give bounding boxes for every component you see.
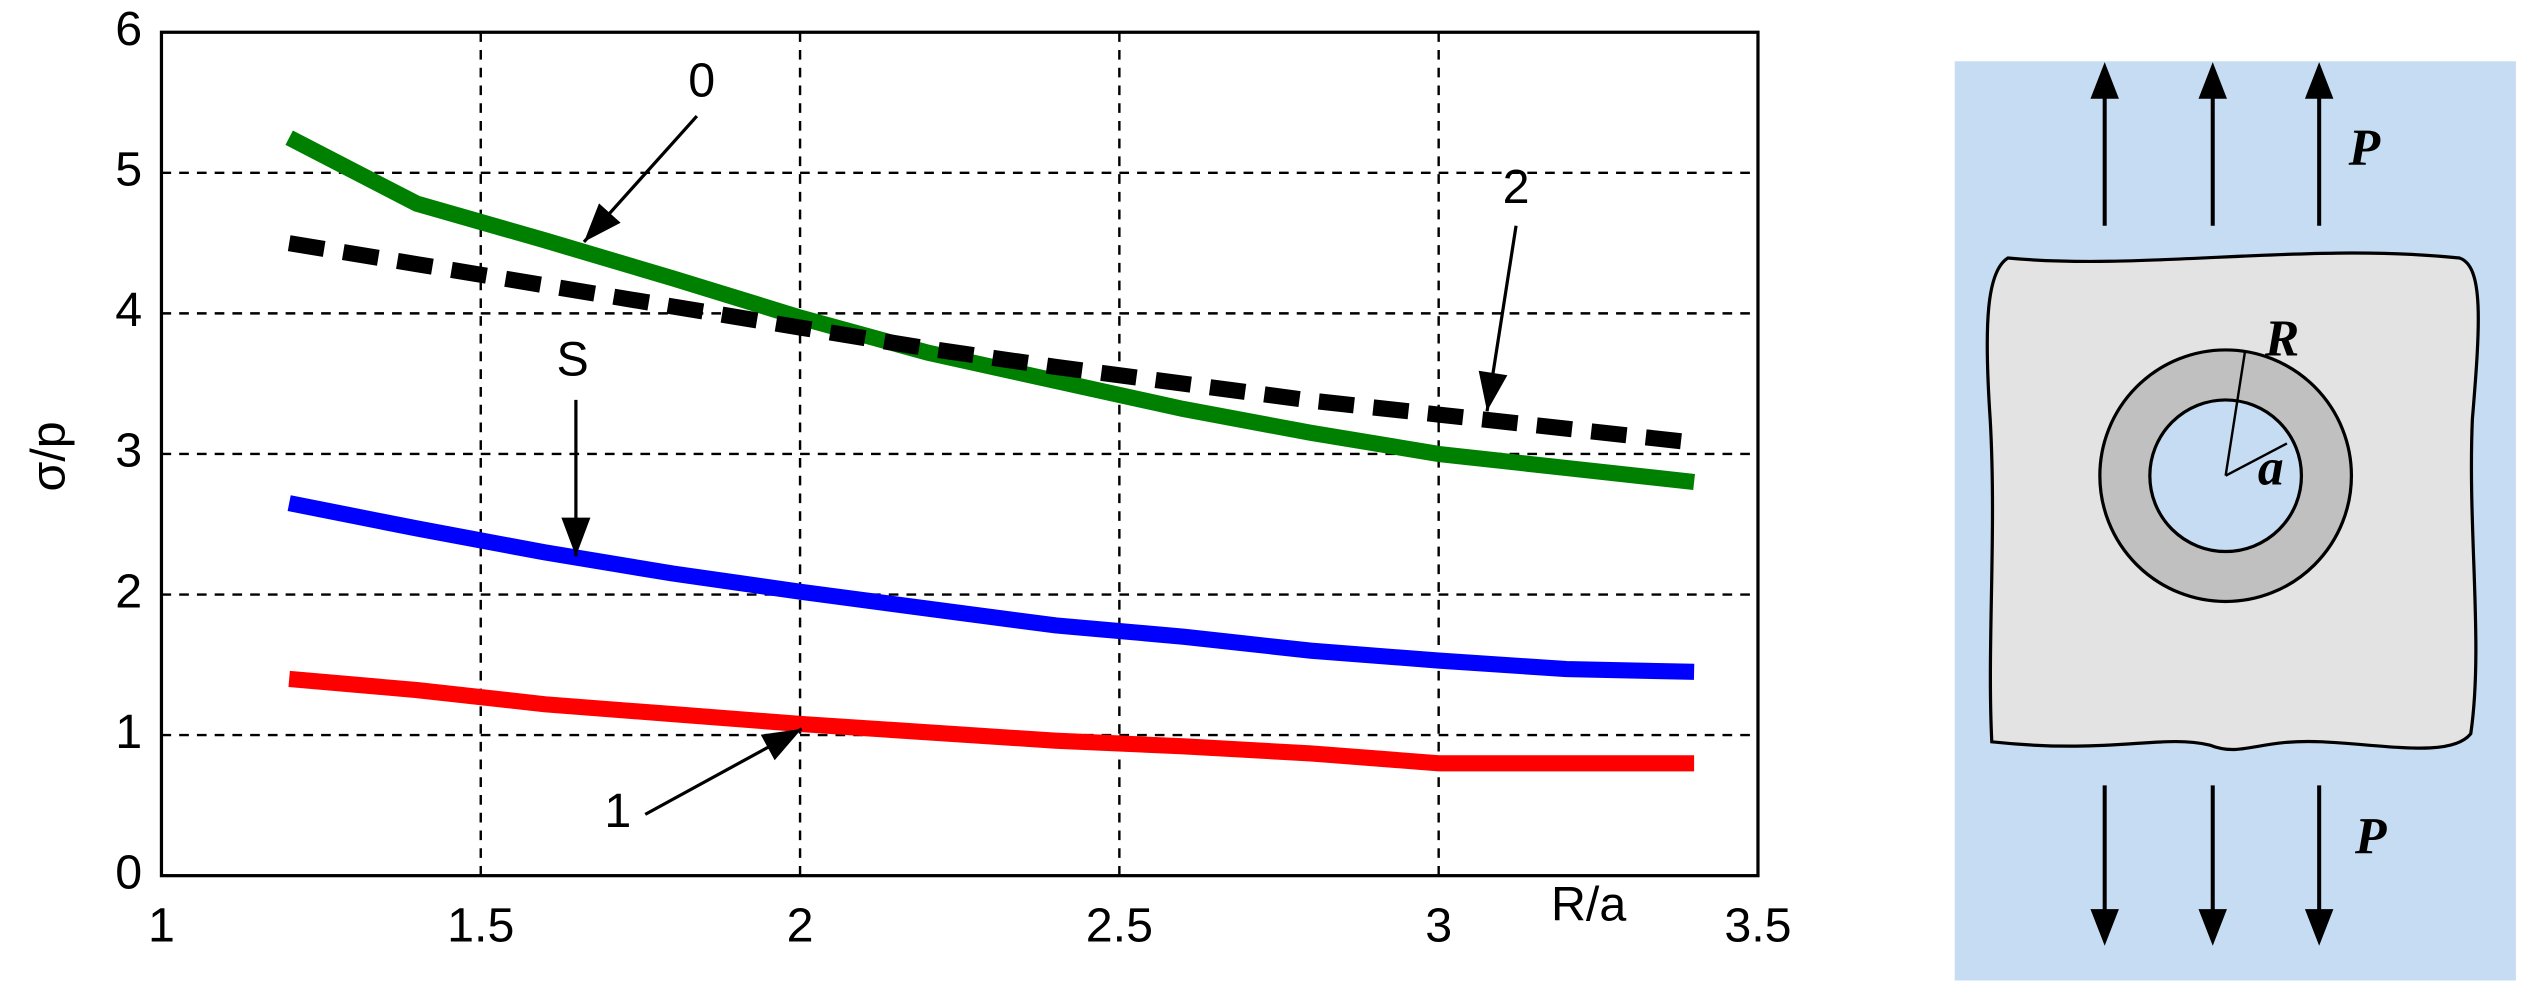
y-tick-label: 4 (115, 283, 142, 337)
x-tick-label: 1.5 (447, 899, 514, 953)
y-tick-label: 5 (115, 143, 142, 197)
diagram: P P R a (1954, 61, 2516, 981)
line-series (288, 670, 1695, 772)
x-tick-label: 1 (148, 899, 175, 953)
arrow-head (760, 728, 802, 761)
y-tick-label: 2 (115, 564, 142, 618)
x-tick-label: 2.5 (1086, 899, 1153, 953)
line-series (287, 235, 1695, 451)
arrow-head (1478, 370, 1508, 412)
series-label: 2 (1503, 160, 1530, 214)
line-series (285, 130, 1695, 491)
arrow-head (561, 517, 591, 557)
x-axis-label: R/a (1551, 878, 1626, 932)
series-label: 1 (604, 784, 631, 838)
y-tick-label: 6 (115, 2, 142, 56)
radius-a (2225, 442, 2288, 477)
x-tick-label: 3 (1425, 899, 1452, 953)
x-tick-label: 2 (787, 899, 814, 953)
load-label: P (2348, 120, 2381, 177)
series-label: S (557, 333, 589, 387)
y-tick-label: 3 (115, 424, 142, 478)
x-tick-label: 3.5 (1724, 899, 1791, 953)
radius-label: a (2258, 439, 2284, 496)
load-arrows (2090, 62, 2334, 946)
y-axis-label: σ/p (22, 421, 76, 491)
radius-R (2224, 351, 2247, 476)
series-label: 0 (688, 54, 715, 108)
arrow-head (583, 203, 621, 242)
line-series (287, 495, 1695, 680)
radius-label: R (2264, 310, 2299, 367)
load-label: P (2354, 809, 2387, 866)
y-tick-label: 1 (115, 705, 142, 759)
y-tick-label: 0 (115, 845, 142, 899)
